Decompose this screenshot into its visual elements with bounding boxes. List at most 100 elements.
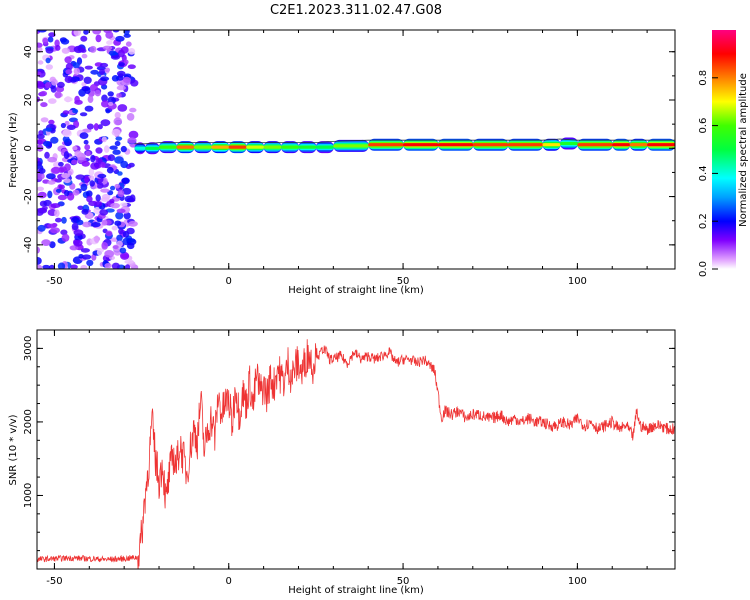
ridge-segment [403,143,439,147]
noise-blob [127,64,136,69]
noise-blob [107,154,115,162]
noise-blob [48,32,56,38]
noise-blob [101,136,107,143]
noise-blob [99,68,105,75]
noise-blob [113,248,122,256]
noise-blob [72,108,79,114]
ridge-segment [263,145,282,149]
noise-blob [64,163,71,171]
noise-blob [47,36,54,43]
ridge-segment [542,143,561,147]
noise-blob [81,128,92,133]
noise-blob [95,34,102,43]
noise-blob [106,166,114,174]
snr-x-label: Height of straight line (km) [288,585,424,596]
spectrogram-y-ticks: -40 -20 0 20 40 [23,45,675,270]
ridge-segment [472,143,509,147]
spectrogram-x-label: Height of straight line (km) [288,285,424,296]
noise-blob [116,70,126,77]
noise-blob [37,81,46,89]
x-tick-label: 50 [397,576,410,587]
noise-blob [110,185,116,191]
ridge-segment [333,144,369,148]
ridge-segment [246,145,265,149]
noise-blob [111,262,120,269]
noise-blob [118,228,124,235]
noise-blob [37,133,45,140]
colorbar: 0.0 0.2 0.4 0.6 0.8 Normalized spectral ampl… [698,30,749,277]
noise-blob [90,69,99,75]
noise-blob [130,79,139,87]
noise-blob [100,188,110,193]
noise-blob [71,159,78,165]
ridge-segment [193,145,212,149]
noise-blob [83,139,89,145]
noise-blob [73,239,83,247]
noise-blob [37,71,42,77]
noise-blob [37,46,43,53]
noise-blob [47,180,56,185]
noise-blob [111,128,121,137]
ridge-segment [176,145,195,149]
snr-y-ticks: 1000 2000 3000 [23,329,675,552]
noise-blob [87,212,94,218]
ridge-segment [368,143,404,147]
noise-blob [124,259,134,264]
noise-blob [42,264,51,269]
noise-blob [50,227,60,234]
y-tick-label: -40 [23,237,34,253]
noise-blob [100,197,110,202]
ridge-segment [134,146,146,150]
noise-blob [72,189,80,196]
noise-blob [80,248,90,253]
noise-blob [120,145,127,153]
noise-blob [37,264,43,269]
noise-blob [120,46,129,54]
y-tick-label: 0 [23,145,34,151]
noise-blob [72,146,78,151]
colorbar-tick-label: 0.8 [698,70,709,86]
noise-blob [117,104,128,112]
noise-blob [62,129,72,138]
x-tick-label: 0 [226,576,232,587]
noise-blob [37,60,44,65]
noise-blob [43,140,51,147]
noise-blob [47,190,53,199]
noise-blob [83,76,92,85]
noise-blob [114,111,121,119]
noise-blob [129,194,136,202]
noise-blob [103,145,110,153]
noise-blob [127,137,137,144]
noise-blob [116,234,123,242]
noise-blob [74,150,82,158]
y-tick-label: 3000 [23,336,34,361]
ridge-segment [315,145,334,149]
noise-blob [86,123,94,130]
noise-blob [123,59,129,65]
noise-blob [128,48,136,55]
noise-blob [61,47,70,54]
noise-blob [42,37,49,45]
noise-blob [62,135,70,143]
y-tick-label: 1000 [23,483,34,508]
noise-blob [37,172,45,180]
noise-blob [81,208,89,215]
noise-blob [41,239,51,247]
ridge-segment [577,143,613,147]
noise-blob [60,229,68,236]
noise-blob [74,95,80,103]
colorbar-gradient [712,30,736,269]
noise-blob [101,94,108,102]
noise-blob [123,30,130,36]
noise-blob [120,202,128,207]
noise-blob [108,50,117,56]
noise-blob [44,151,50,159]
noise-blob [81,53,88,59]
spectrogram-y-label: Frequency (Hz) [8,112,19,188]
noise-blob [50,136,59,144]
ridge-segment [228,145,247,149]
noise-blob [108,101,114,106]
noise-blob [86,195,93,203]
noise-blob [62,110,70,115]
noise-blob [81,160,90,167]
